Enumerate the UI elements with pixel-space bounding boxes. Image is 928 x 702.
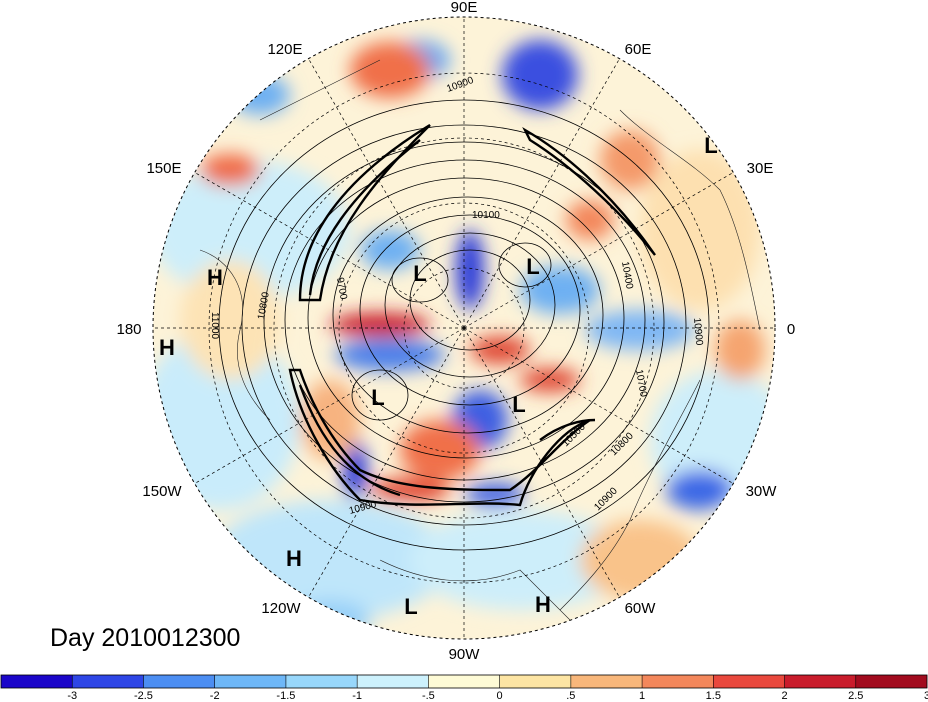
meridian-line <box>194 327 465 484</box>
low-center: L <box>704 133 717 158</box>
pressure-centers: L L L L L L H H H H <box>159 133 718 619</box>
colorbar-swatch <box>642 675 714 688</box>
high-center: H <box>286 546 302 571</box>
contour-label: 9700 <box>334 277 349 301</box>
colorbar-swatch <box>285 675 358 688</box>
colorbar-tick-label: 2.5 <box>848 690 863 702</box>
colorbar-swatch <box>214 675 287 688</box>
meridian-line <box>308 58 465 329</box>
anomaly-field <box>153 17 775 639</box>
contour-label: 11000 <box>209 312 220 340</box>
colorbar-tick-label: -1.5 <box>276 690 295 702</box>
low-center: L <box>371 385 384 410</box>
contour-label: 10900 <box>691 317 704 346</box>
lon-label-90e: 90E <box>451 0 478 16</box>
colorbar-tick-label: -2.5 <box>134 690 153 702</box>
colorbar-swatch <box>713 675 785 688</box>
lon-label-150w: 150W <box>142 483 182 500</box>
map-title: Day 2010012300 <box>50 624 240 652</box>
colorbar-tick-label: 0 <box>497 690 503 702</box>
lon-label-30e: 30E <box>747 160 774 177</box>
colorbar-swatch <box>570 675 643 688</box>
high-center: H <box>159 335 175 360</box>
meridian-line <box>194 172 465 329</box>
lon-label-60e: 60E <box>625 41 652 58</box>
contour-label: 10400 <box>619 261 635 291</box>
lon-label-30w: 30W <box>746 483 778 500</box>
colorbar-tick-label: -1 <box>352 690 362 702</box>
lon-label-0: 0 <box>787 321 795 338</box>
colorbar-tick-label: -2 <box>210 690 220 702</box>
colorbar-tick-label: 3 <box>924 690 928 702</box>
meridian-line <box>463 172 734 329</box>
meridian-line <box>308 327 465 598</box>
colorbar-tick-label: .5 <box>566 690 575 702</box>
colorbar-swatch <box>357 675 429 688</box>
jet-streaks <box>288 123 656 507</box>
colorbar-border <box>0 674 928 689</box>
high-center: H <box>535 592 551 617</box>
high-center: H <box>207 265 223 290</box>
meridian-line <box>463 327 620 598</box>
low-center: L <box>413 261 426 286</box>
colorbar-tick-label: 1.5 <box>706 690 721 702</box>
colorbar-swatch <box>1 675 73 688</box>
colorbar-tick-label: 1 <box>639 690 645 702</box>
lon-label-180: 180 <box>116 321 141 338</box>
lon-label-120e: 120E <box>267 41 302 58</box>
colorbar-swatch <box>72 675 144 688</box>
colorbar-swatch <box>784 675 857 688</box>
colorbar-tick-label: -.5 <box>422 690 435 702</box>
meridian-line <box>463 327 734 484</box>
graticule-meridians <box>153 17 775 639</box>
longitude-labels: 90E 60E 30E 0 30W 60W 90W 120W 150W 180 … <box>116 0 795 663</box>
lon-label-150e: 150E <box>146 160 181 177</box>
colorbar-tick-label: 2 <box>781 690 787 702</box>
colorbar-swatch <box>143 675 215 688</box>
meridian-line <box>463 58 620 329</box>
colorbar-swatch <box>499 675 572 688</box>
map-border <box>152 16 776 640</box>
colorbar-tick-label: -3 <box>67 690 77 702</box>
contour-label: 10700 <box>633 369 649 399</box>
low-center: L <box>404 594 417 619</box>
coastlines <box>199 59 761 631</box>
contour-label: 10800 <box>256 291 272 321</box>
low-center: L <box>512 392 525 417</box>
lon-label-120w: 120W <box>261 600 301 617</box>
colorbar-swatch <box>855 675 928 688</box>
low-center: L <box>526 254 539 279</box>
contour-label: 10100 <box>472 210 500 221</box>
lon-label-60w: 60W <box>625 600 657 617</box>
colorbar-swatch <box>428 675 500 688</box>
lon-label-90w: 90W <box>449 646 481 663</box>
colorbar: -3 -2.5 -2 -1.5 -1 -.5 0 .5 1 1.5 2 2.5 3 <box>0 674 928 702</box>
